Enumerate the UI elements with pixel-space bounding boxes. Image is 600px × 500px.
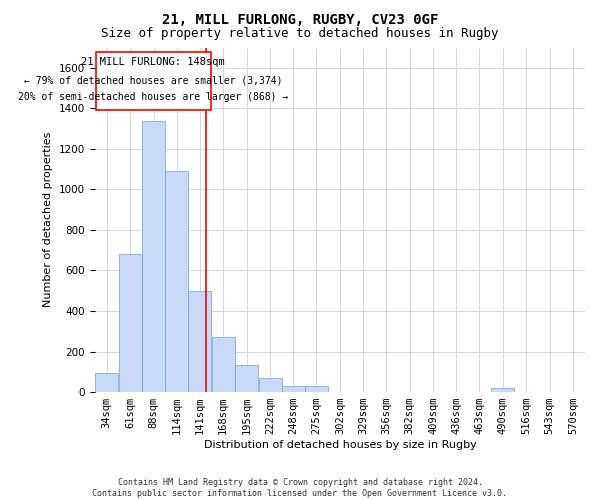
- Text: 20% of semi-detached houses are larger (868) →: 20% of semi-detached houses are larger (…: [18, 92, 288, 102]
- Bar: [259, 378, 282, 392]
- Bar: [95, 373, 118, 392]
- Bar: [282, 386, 305, 392]
- Bar: [491, 388, 514, 392]
- Text: Size of property relative to detached houses in Rugby: Size of property relative to detached ho…: [101, 28, 499, 40]
- Text: ← 79% of detached houses are smaller (3,374): ← 79% of detached houses are smaller (3,…: [24, 76, 283, 86]
- Bar: [95, 52, 211, 110]
- Bar: [305, 386, 328, 392]
- Y-axis label: Number of detached properties: Number of detached properties: [43, 132, 53, 308]
- Text: Contains HM Land Registry data © Crown copyright and database right 2024.
Contai: Contains HM Land Registry data © Crown c…: [92, 478, 508, 498]
- Text: 21 MILL FURLONG: 148sqm: 21 MILL FURLONG: 148sqm: [81, 57, 225, 67]
- Bar: [235, 364, 258, 392]
- Bar: [212, 338, 235, 392]
- Bar: [142, 122, 165, 392]
- Text: 21, MILL FURLONG, RUGBY, CV23 0GF: 21, MILL FURLONG, RUGBY, CV23 0GF: [162, 12, 438, 26]
- Bar: [165, 171, 188, 392]
- X-axis label: Distribution of detached houses by size in Rugby: Distribution of detached houses by size …: [203, 440, 476, 450]
- Bar: [188, 290, 211, 392]
- Bar: [119, 254, 142, 392]
